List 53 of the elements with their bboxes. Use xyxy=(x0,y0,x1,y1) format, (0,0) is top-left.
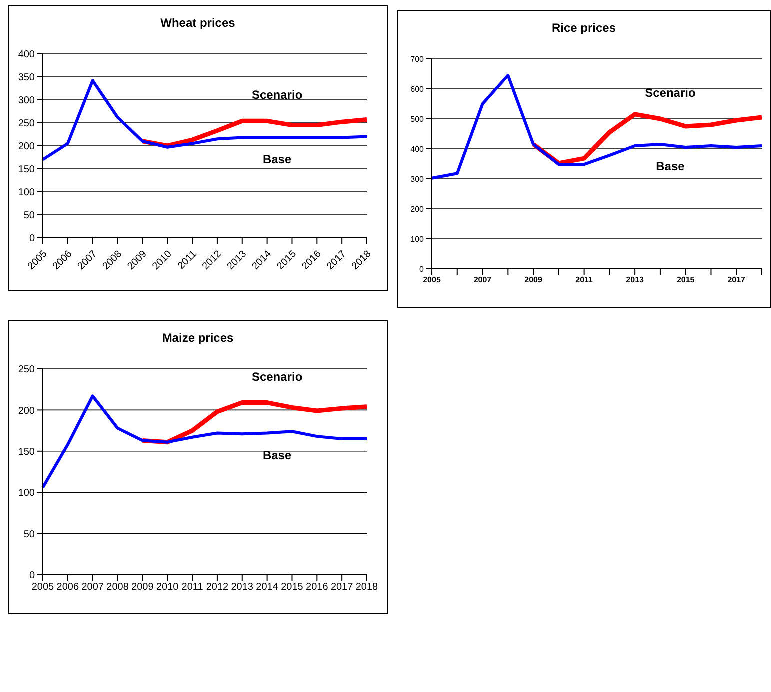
y-tick-label: 50 xyxy=(24,210,36,222)
x-tick-label: 2011 xyxy=(182,582,204,594)
y-tick-label: 700 xyxy=(410,54,425,64)
y-tick-label: 400 xyxy=(410,144,425,154)
x-tick-label: 2009 xyxy=(524,276,543,285)
y-tick-label: 200 xyxy=(410,204,425,214)
y-tick-label: 300 xyxy=(410,174,425,184)
y-tick-label: 400 xyxy=(18,50,36,61)
x-tick-label: 2007 xyxy=(474,276,492,285)
x-tick-label: 2012 xyxy=(206,582,230,594)
y-tick-label: 350 xyxy=(18,72,36,84)
x-tick-label: 2005 xyxy=(32,582,55,594)
y-tick-label: 150 xyxy=(18,446,36,458)
y-tick-label: 100 xyxy=(18,488,36,500)
x-tick-label: 2017 xyxy=(728,276,746,285)
x-tick-label: 2007 xyxy=(82,582,104,594)
series-label: Base xyxy=(656,160,686,174)
x-tick-label: 2014 xyxy=(256,582,279,594)
y-tick-label: 100 xyxy=(410,234,425,244)
y-tick-label: 600 xyxy=(410,84,425,94)
x-tick-label: 2010 xyxy=(156,582,180,594)
y-tick-label: 0 xyxy=(420,264,425,274)
x-tick-label: 2015 xyxy=(281,582,304,594)
x-tick-label: 2008 xyxy=(106,582,130,594)
y-tick-label: 0 xyxy=(29,570,36,582)
x-tick-label: 2016 xyxy=(306,582,329,594)
x-tick-label: 2018 xyxy=(356,582,379,594)
y-tick-label: 200 xyxy=(18,406,36,417)
y-tick-label: 300 xyxy=(18,96,36,107)
chart-title: Wheat prices xyxy=(160,16,236,32)
x-tick-label: 2009 xyxy=(132,582,154,594)
x-tick-label: 2005 xyxy=(423,276,442,285)
series-label: Base xyxy=(262,448,292,462)
series-label: Scenario xyxy=(252,88,303,102)
x-tick-label: 2013 xyxy=(626,276,645,285)
x-tick-label: 2006 xyxy=(56,582,80,594)
y-tick-label: 250 xyxy=(18,118,36,130)
x-tick-label: 2017 xyxy=(330,582,354,594)
x-tick-label: 2011 xyxy=(576,276,594,285)
series-label: Scenario xyxy=(252,370,303,384)
series-label: Scenario xyxy=(645,86,696,100)
y-tick-label: 0 xyxy=(29,234,36,245)
series-label: Base xyxy=(262,152,292,167)
y-tick-label: 50 xyxy=(24,529,36,540)
y-tick-label: 100 xyxy=(18,188,36,199)
x-tick-label: 2013 xyxy=(231,582,254,594)
y-tick-label: 150 xyxy=(18,164,36,176)
y-tick-label: 200 xyxy=(18,142,36,153)
chart-title: Maize prices xyxy=(161,331,235,347)
y-tick-label: 500 xyxy=(410,114,425,124)
y-tick-label: 250 xyxy=(18,364,36,376)
x-tick-label: 2015 xyxy=(676,276,696,285)
chart-title: Rice prices xyxy=(550,21,618,37)
